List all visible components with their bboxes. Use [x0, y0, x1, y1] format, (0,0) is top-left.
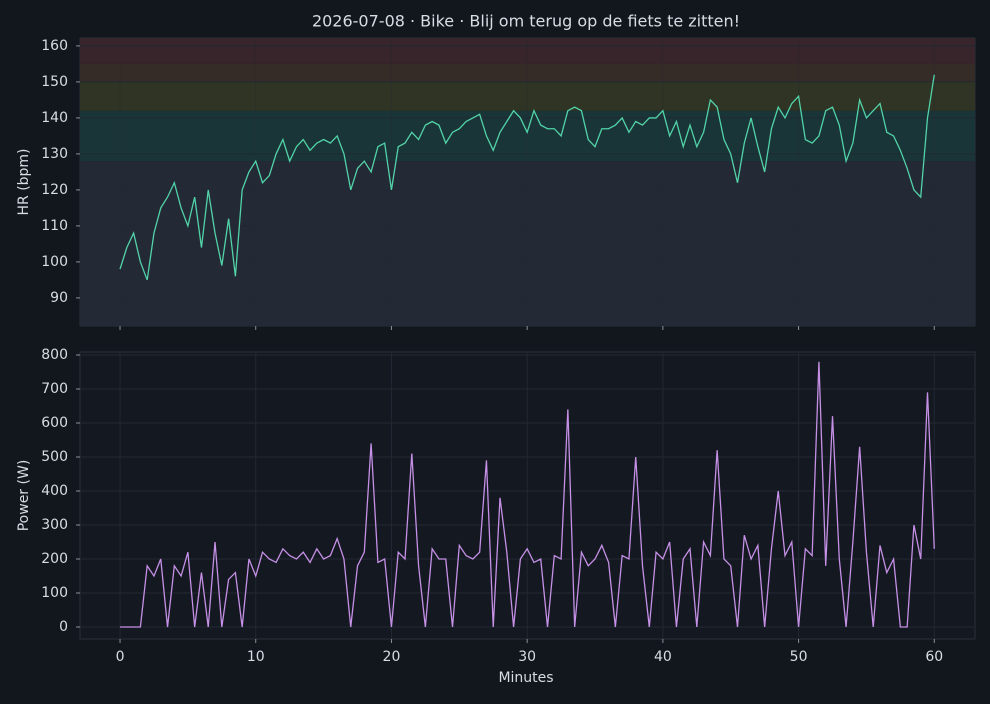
- data-line: [119, 74, 935, 281]
- hr-zone: [80, 63, 975, 82]
- hr-zone: [80, 161, 975, 326]
- y-tick-label: 300: [41, 517, 68, 533]
- y-tick-label: 100: [41, 585, 68, 601]
- hr-zone: [80, 81, 975, 111]
- y-axis-label: Power (W): [16, 460, 32, 532]
- x-axis-label: Minutes: [498, 670, 553, 686]
- y-tick-label: 110: [41, 218, 68, 234]
- y-tick-label: 160: [41, 38, 68, 54]
- x-tick-label: 60: [925, 649, 943, 665]
- x-tick-label: 0: [116, 649, 125, 665]
- x-tick-label: 20: [383, 649, 401, 665]
- y-tick-label: 500: [41, 449, 68, 465]
- y-tick-label: 400: [41, 483, 68, 499]
- hr-zone: [80, 38, 975, 64]
- y-axis-label: HR (bpm): [16, 148, 32, 215]
- y-tick-label: 120: [41, 182, 68, 198]
- x-tick-label: 10: [247, 649, 265, 665]
- data-line: [120, 361, 935, 628]
- hr-zone: [80, 110, 975, 162]
- y-tick-label: 700: [41, 381, 68, 397]
- y-tick-label: 800: [41, 347, 68, 363]
- y-tick-label: 100: [41, 254, 68, 270]
- y-tick-label: 200: [41, 551, 68, 567]
- x-tick-label: 30: [518, 649, 536, 665]
- chart-title: 2026-07-08 · Bike · Blij om terug op de …: [312, 12, 740, 31]
- y-tick-label: 130: [41, 146, 68, 162]
- y-tick-label: 90: [50, 290, 68, 306]
- y-tick-label: 150: [41, 74, 68, 90]
- y-tick-label: 140: [41, 110, 68, 126]
- y-tick-label: 0: [59, 619, 68, 635]
- y-tick-label: 600: [41, 415, 68, 431]
- x-tick-label: 40: [654, 649, 672, 665]
- x-tick-label: 50: [790, 649, 808, 665]
